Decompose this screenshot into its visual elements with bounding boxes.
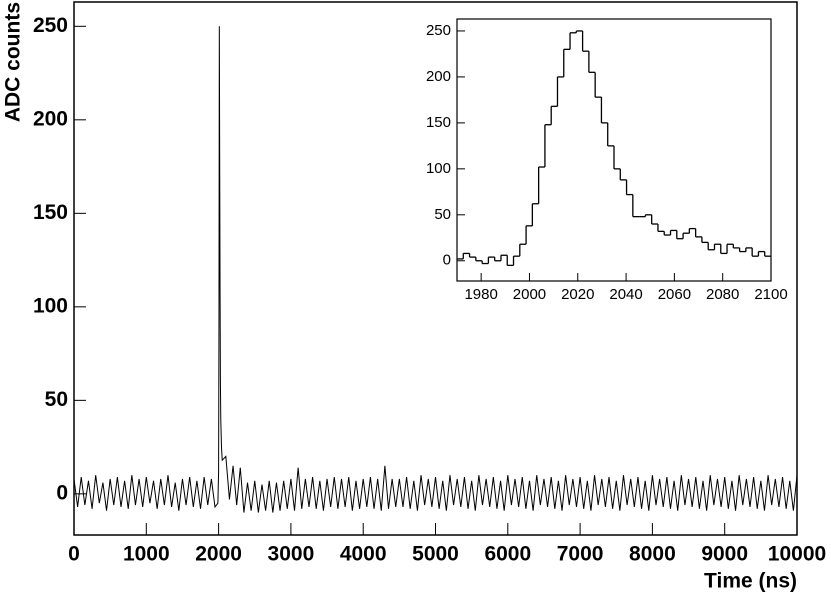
y-tick-label: 150 (33, 201, 68, 224)
x-tick-label: 2040 (609, 286, 642, 303)
x-tick-label: 7000 (557, 543, 604, 566)
waveform (73, 26, 798, 513)
x-tick-label: 10000 (768, 543, 826, 566)
x-axis-title: Time (ns) (704, 570, 797, 593)
x-tick-label: 2060 (658, 286, 691, 303)
y-tick-label: 100 (33, 294, 68, 317)
x-tick-label: 2080 (706, 286, 739, 303)
y-tick-label: 200 (426, 68, 451, 85)
hist-connector (462, 30, 766, 266)
inset-frame (456, 18, 772, 282)
x-tick-label: 2100 (754, 286, 787, 303)
y-tick-label: 50 (434, 206, 451, 223)
y-tick-label: 50 (45, 388, 68, 411)
y-tick-label: 0 (56, 481, 68, 504)
x-tick-label: 5000 (412, 543, 459, 566)
y-tick-label: 250 (33, 14, 68, 37)
x-tick-label: 2000 (195, 543, 242, 566)
y-tick-label: 100 (426, 160, 451, 177)
x-tick-label: 4000 (340, 543, 387, 566)
y-tick-label: 250 (426, 22, 451, 39)
x-tick-label: 0 (68, 543, 80, 566)
x-tick-label: 8000 (629, 543, 676, 566)
x-tick-label: 1980 (464, 286, 497, 303)
y-axis-title: ADC counts (2, 2, 25, 122)
x-tick-label: 6000 (484, 543, 531, 566)
y-tick-label: 0 (443, 252, 451, 269)
x-tick-label: 9000 (701, 543, 748, 566)
y-tick-label: 200 (33, 107, 68, 130)
x-tick-label: 1000 (123, 543, 170, 566)
x-tick-label: 2000 (513, 286, 546, 303)
y-tick-label: 150 (426, 114, 451, 131)
x-tick-label: 3000 (268, 543, 315, 566)
x-tick-label: 2020 (561, 286, 594, 303)
